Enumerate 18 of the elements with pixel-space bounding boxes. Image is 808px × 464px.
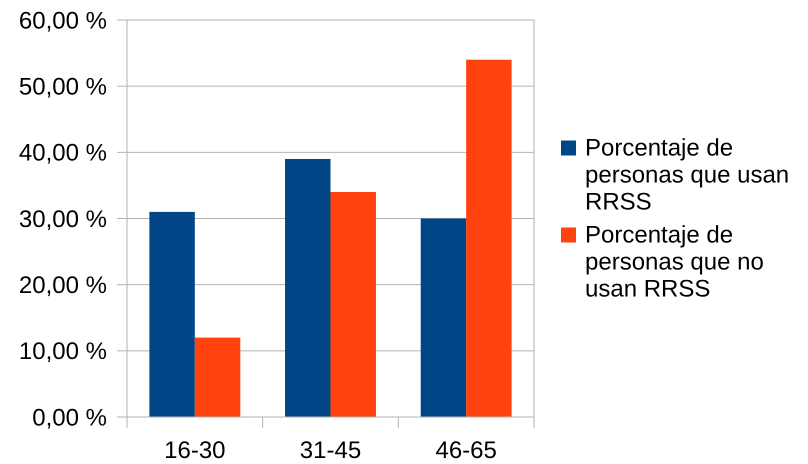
x-tick-label: 46-65	[435, 437, 497, 464]
legend-label: Porcentaje de personas que no usan RRSS	[585, 222, 764, 302]
y-tick-label: 30,00 %	[18, 206, 107, 233]
y-tick-label: 40,00 %	[18, 140, 107, 167]
bar	[330, 192, 376, 417]
bar	[420, 218, 466, 417]
y-tick-label: 60,00 %	[18, 7, 107, 34]
bar	[194, 338, 240, 417]
x-tick-label: 16-30	[164, 437, 226, 464]
y-tick-label: 0,00 %	[32, 404, 107, 432]
x-tick-label: 31-45	[300, 437, 362, 464]
bar	[466, 60, 512, 417]
y-tick-label: 20,00 %	[18, 272, 107, 300]
bar	[149, 212, 195, 417]
y-tick-label: 50,00 %	[18, 74, 107, 101]
bar	[285, 158, 330, 417]
legend-label: Porcentaje de personas que usan RRSS	[585, 134, 790, 216]
y-tick-label: 10,00 %	[18, 338, 107, 366]
